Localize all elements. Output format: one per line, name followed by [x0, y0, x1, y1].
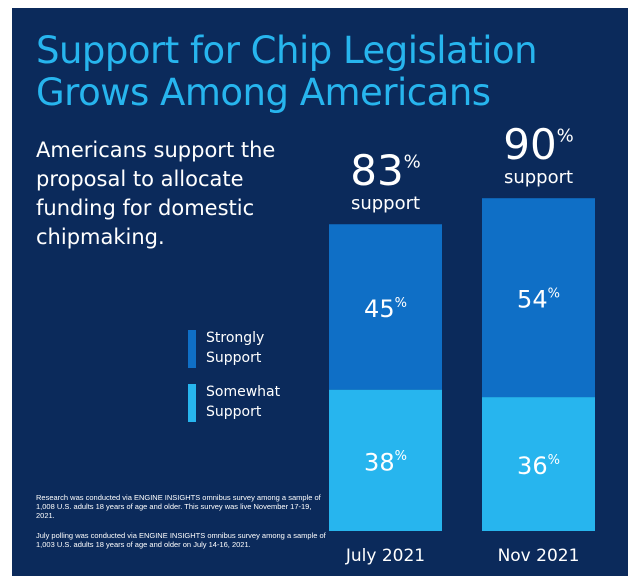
- bar-strongly-support-july: [329, 224, 442, 390]
- bar-strongly-support-nov: [482, 198, 595, 398]
- total-support-label-nov: support: [504, 167, 573, 188]
- legend-swatch-somewhat-support: [188, 384, 196, 422]
- legend-swatch-strongly-support: [188, 330, 196, 368]
- survey-note-november: Research was conducted via ENGINE INSIGH…: [36, 493, 321, 520]
- bar-somewhat-support-nov: [482, 397, 595, 531]
- legend-label-somewhat-support: Somewhat Support: [206, 384, 281, 420]
- legend-label-strongly-support: Strongly Support: [206, 330, 265, 366]
- total-support-label-july: support: [351, 193, 420, 214]
- data-label-somewhat-nov: 36%: [517, 452, 560, 480]
- total-label-nov: 90%: [503, 120, 574, 169]
- category-label-july: July 2021: [345, 546, 425, 566]
- data-label-strongly-nov: 54%: [517, 286, 560, 314]
- data-label-somewhat-july: 38%: [364, 448, 407, 476]
- infographic-panel: Support for Chip Legislation Grows Among…: [12, 8, 628, 576]
- category-label-nov: Nov 2021: [498, 546, 580, 566]
- data-label-strongly-july: 45%: [364, 295, 407, 323]
- chart-title: Support for Chip Legislation Grows Among…: [36, 29, 538, 114]
- total-label-july: 83%: [350, 146, 421, 195]
- bar-somewhat-support-july: [329, 389, 442, 531]
- chart-subtitle: Americans support the proposal to alloca…: [36, 138, 276, 249]
- survey-note-july: July polling was conducted via ENGINE IN…: [36, 531, 326, 549]
